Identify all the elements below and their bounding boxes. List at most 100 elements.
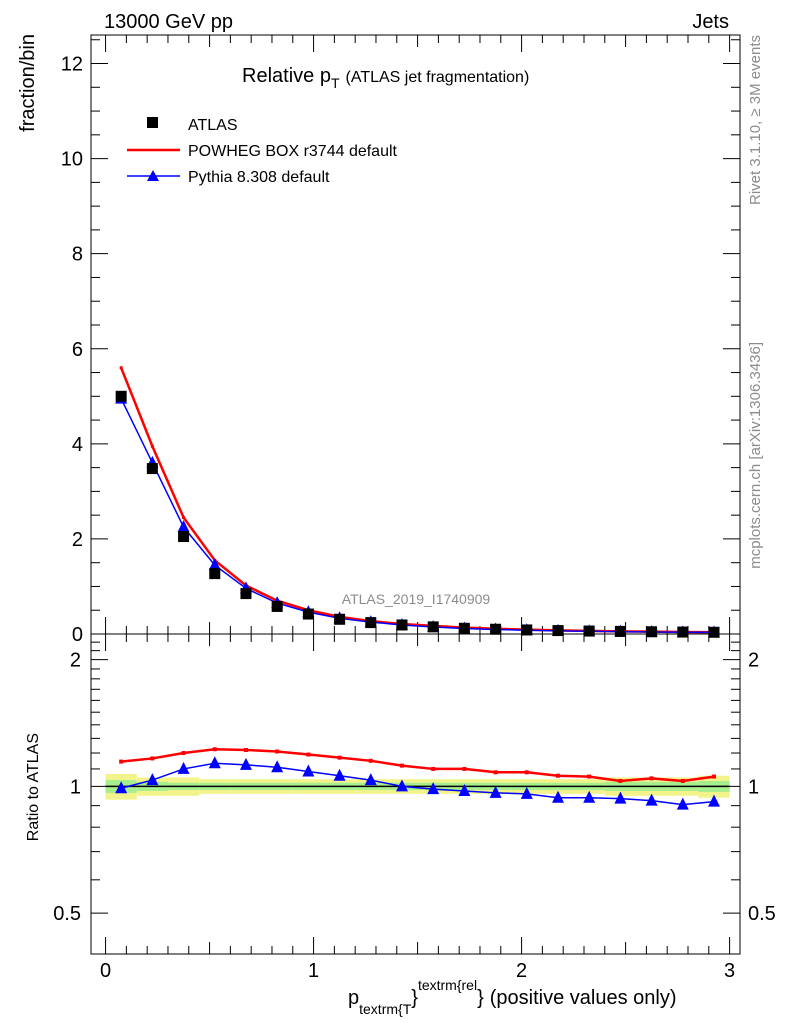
ratio-pythia-point [177, 761, 190, 774]
atlas-point [334, 613, 346, 625]
atlas-point [708, 626, 720, 638]
powheg-point [119, 366, 123, 370]
atlas-point [427, 621, 439, 633]
main-y-tick-label: 12 [61, 54, 83, 76]
ratio-powheg-point [368, 758, 373, 763]
main-y-axis-label: fraction/bin [17, 34, 39, 132]
powheg-point [150, 444, 154, 448]
atlas-point [178, 531, 190, 543]
plot-title: Relative pT (ATLAS jet fragmentation) [242, 65, 529, 91]
ratio-powheg-point [649, 776, 654, 781]
atlas-point [396, 619, 408, 631]
ratio-powheg-point [212, 747, 217, 752]
ratio-pythia-point [489, 785, 502, 798]
ratio-powheg-point [150, 756, 155, 761]
ratio-pythia-point [239, 757, 252, 770]
ratio-pythia-point [364, 773, 377, 786]
main-y-tick-label: 10 [61, 149, 83, 171]
header-left: 13000 GeV pp [104, 11, 233, 33]
plot-title-rest: (ATLAS jet fragmentation) [346, 69, 530, 86]
ratio-powheg-point [306, 752, 311, 757]
ratio-powheg-point [711, 774, 716, 779]
ratio-pythia-point [614, 791, 627, 804]
powheg-point [182, 516, 186, 520]
x-axis-label-p: p [348, 987, 359, 1009]
ratio-pythia-point [645, 793, 658, 806]
ratio-y-tick-label: 1 [70, 776, 81, 798]
x-tick-label: 1 [308, 960, 319, 982]
ratio-pythia-point [302, 764, 315, 777]
ratio-pythia-point [583, 790, 596, 803]
ratio-powheg-point [462, 766, 467, 771]
header-right: Jets [692, 11, 729, 33]
ratio-pythia-point [115, 781, 128, 794]
ratio-pythia-point [427, 782, 440, 795]
ratio-y-tick-label-right: 2 [748, 650, 759, 672]
main-y-tick-label: 2 [72, 529, 83, 551]
ratio-pythia-point [676, 797, 689, 810]
ratio-powheg-point [431, 766, 436, 771]
pythia-point [177, 520, 190, 533]
ratio-powheg-point [399, 763, 404, 768]
atlas-point [209, 568, 221, 580]
ratio-pythia-point [333, 768, 346, 781]
atlas-point [646, 626, 658, 638]
main-y-tick-label: 8 [72, 244, 83, 266]
legend-label-powheg: POWHEG BOX r3744 default [188, 143, 398, 160]
rivet-version-label: Rivet 3.1.10, ≥ 3M events [747, 35, 764, 205]
x-tick-label: 2 [516, 960, 527, 982]
atlas-point [115, 390, 127, 402]
ratio-powheg-point [275, 749, 280, 754]
ratio-powheg-point [119, 759, 124, 764]
atlas-point [583, 625, 595, 637]
ratio-pythia-point [551, 790, 564, 803]
atlas-point [677, 626, 689, 638]
plot-title-subscript: T [331, 75, 340, 91]
ratio-y-tick-label: 2 [70, 650, 81, 672]
atlas-point [458, 622, 470, 634]
main-y-tick-label: 4 [72, 434, 83, 456]
legend: ATLAS POWHEG BOX r3744 default Pythia 8.… [127, 117, 398, 186]
ratio-pythia-point [146, 773, 159, 786]
main-y-tick-label: 6 [72, 339, 83, 361]
ratio-y-tick-label-right: 0.5 [748, 903, 776, 925]
atlas-point [271, 600, 283, 612]
ratio-line-powheg [121, 747, 715, 783]
ratio-powheg-point [181, 751, 186, 756]
ratio-powheg-point [337, 755, 342, 760]
ratio-y-axis-label: Ratio to ATLAS [25, 733, 42, 841]
x-axis-label-brace: } [411, 987, 418, 1009]
ratio-line-pythia [120, 762, 715, 806]
x-axis-label: ptextrm{T}textrm{rel} (positive values on… [348, 977, 677, 1017]
x-axis-label-rest: (positive values only) [490, 987, 677, 1009]
ratio-plot-frame [90, 633, 741, 955]
atlas-point [614, 625, 626, 637]
x-tick-label: 3 [724, 960, 735, 982]
ratio-y-tick-label-right: 1 [748, 776, 759, 798]
pythia-point [208, 558, 221, 571]
ratio-powheg-point [555, 773, 560, 778]
ratio-powheg-point [493, 770, 498, 775]
main-y-tick-label: 0 [72, 624, 83, 646]
ratio-y-tick-label: 0.5 [53, 903, 81, 925]
ratio-powheg-point [618, 778, 623, 783]
atlas-point [146, 463, 158, 475]
ratio-powheg-point [680, 778, 685, 783]
ratio-powheg-point [587, 774, 592, 779]
atlas-point [521, 624, 533, 636]
mcplots-label: mcplots.cern.ch [arXiv:1306.3436] [747, 342, 764, 569]
ratio-pythia-point [458, 784, 471, 797]
ratio-pythia-point [395, 779, 408, 792]
legend-marker-atlas [147, 117, 158, 128]
x-axis-label-sup: textrm{rel [418, 977, 477, 993]
ratio-powheg-point [524, 770, 529, 775]
atlas-point [490, 623, 502, 635]
legend-marker-pythia [147, 170, 159, 181]
ratio-pythia-point [208, 756, 221, 769]
ratio-pythia-point [520, 786, 533, 799]
x-axis-label-brace-2: } [477, 987, 484, 1009]
x-tick-label: 0 [100, 960, 111, 982]
analysis-watermark: ATLAS_2019_I1740909 [342, 591, 491, 607]
legend-label-atlas: ATLAS [188, 117, 238, 134]
